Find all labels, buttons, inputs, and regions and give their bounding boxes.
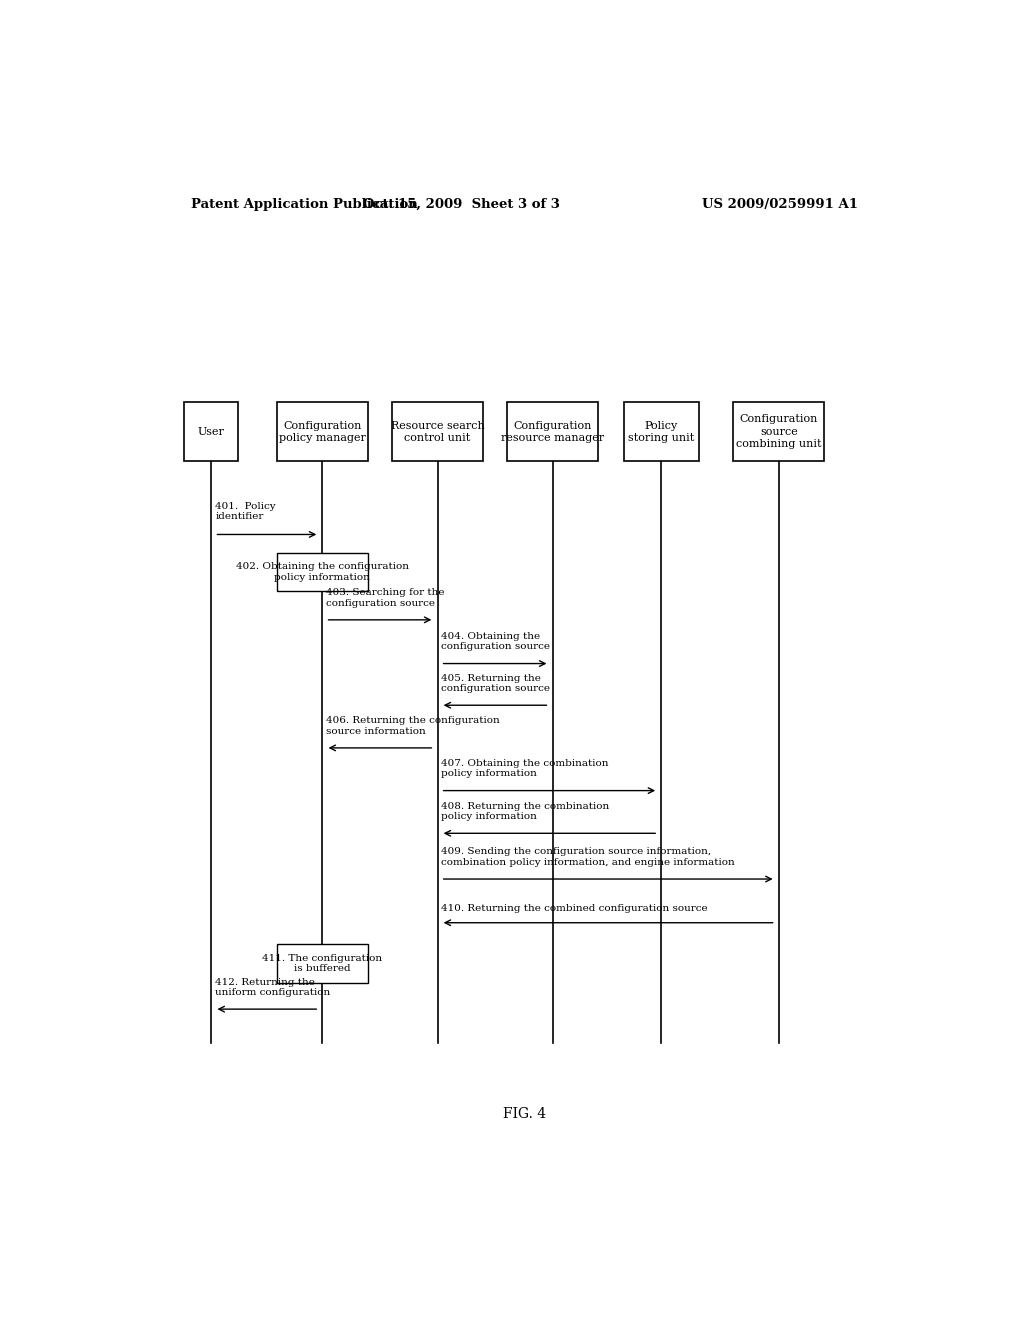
Text: 408. Returning the combination
policy information: 408. Returning the combination policy in… bbox=[441, 801, 609, 821]
Text: 406. Returning the configuration
source information: 406. Returning the configuration source … bbox=[327, 717, 500, 735]
Text: Configuration
resource manager: Configuration resource manager bbox=[501, 421, 604, 444]
Text: 410. Returning the combined configuration source: 410. Returning the combined configuratio… bbox=[441, 904, 709, 912]
Text: 403. Searching for the
configuration source: 403. Searching for the configuration sou… bbox=[327, 589, 444, 607]
FancyBboxPatch shape bbox=[507, 403, 598, 461]
Text: Policy
storing unit: Policy storing unit bbox=[628, 421, 694, 444]
Text: Configuration
policy manager: Configuration policy manager bbox=[279, 421, 366, 444]
Text: 409. Sending the configuration source information,
combination policy informatio: 409. Sending the configuration source in… bbox=[441, 847, 735, 867]
FancyBboxPatch shape bbox=[624, 403, 699, 461]
Text: 412. Returning the
uniform configuration: 412. Returning the uniform configuration bbox=[215, 978, 331, 997]
Text: US 2009/0259991 A1: US 2009/0259991 A1 bbox=[702, 198, 858, 211]
Text: User: User bbox=[198, 426, 224, 437]
Text: 405. Returning the
configuration source: 405. Returning the configuration source bbox=[441, 673, 551, 693]
Text: 404. Obtaining the
configuration source: 404. Obtaining the configuration source bbox=[441, 632, 551, 651]
Text: Resource search
control unit: Resource search control unit bbox=[390, 421, 484, 444]
FancyBboxPatch shape bbox=[184, 403, 239, 461]
FancyBboxPatch shape bbox=[276, 553, 368, 591]
FancyBboxPatch shape bbox=[276, 944, 368, 982]
FancyBboxPatch shape bbox=[392, 403, 483, 461]
Text: 402. Obtaining the configuration
policy information: 402. Obtaining the configuration policy … bbox=[236, 562, 409, 582]
Text: Patent Application Publication: Patent Application Publication bbox=[191, 198, 418, 211]
FancyBboxPatch shape bbox=[733, 403, 824, 461]
FancyBboxPatch shape bbox=[276, 403, 368, 461]
Text: 401.  Policy
identifier: 401. Policy identifier bbox=[215, 502, 275, 521]
Text: FIG. 4: FIG. 4 bbox=[503, 1106, 547, 1121]
Text: Configuration
source
combining unit: Configuration source combining unit bbox=[736, 414, 821, 449]
Text: Oct. 15, 2009  Sheet 3 of 3: Oct. 15, 2009 Sheet 3 of 3 bbox=[362, 198, 560, 211]
Text: 411. The configuration
is buffered: 411. The configuration is buffered bbox=[262, 953, 383, 973]
Text: 407. Obtaining the combination
policy information: 407. Obtaining the combination policy in… bbox=[441, 759, 609, 779]
